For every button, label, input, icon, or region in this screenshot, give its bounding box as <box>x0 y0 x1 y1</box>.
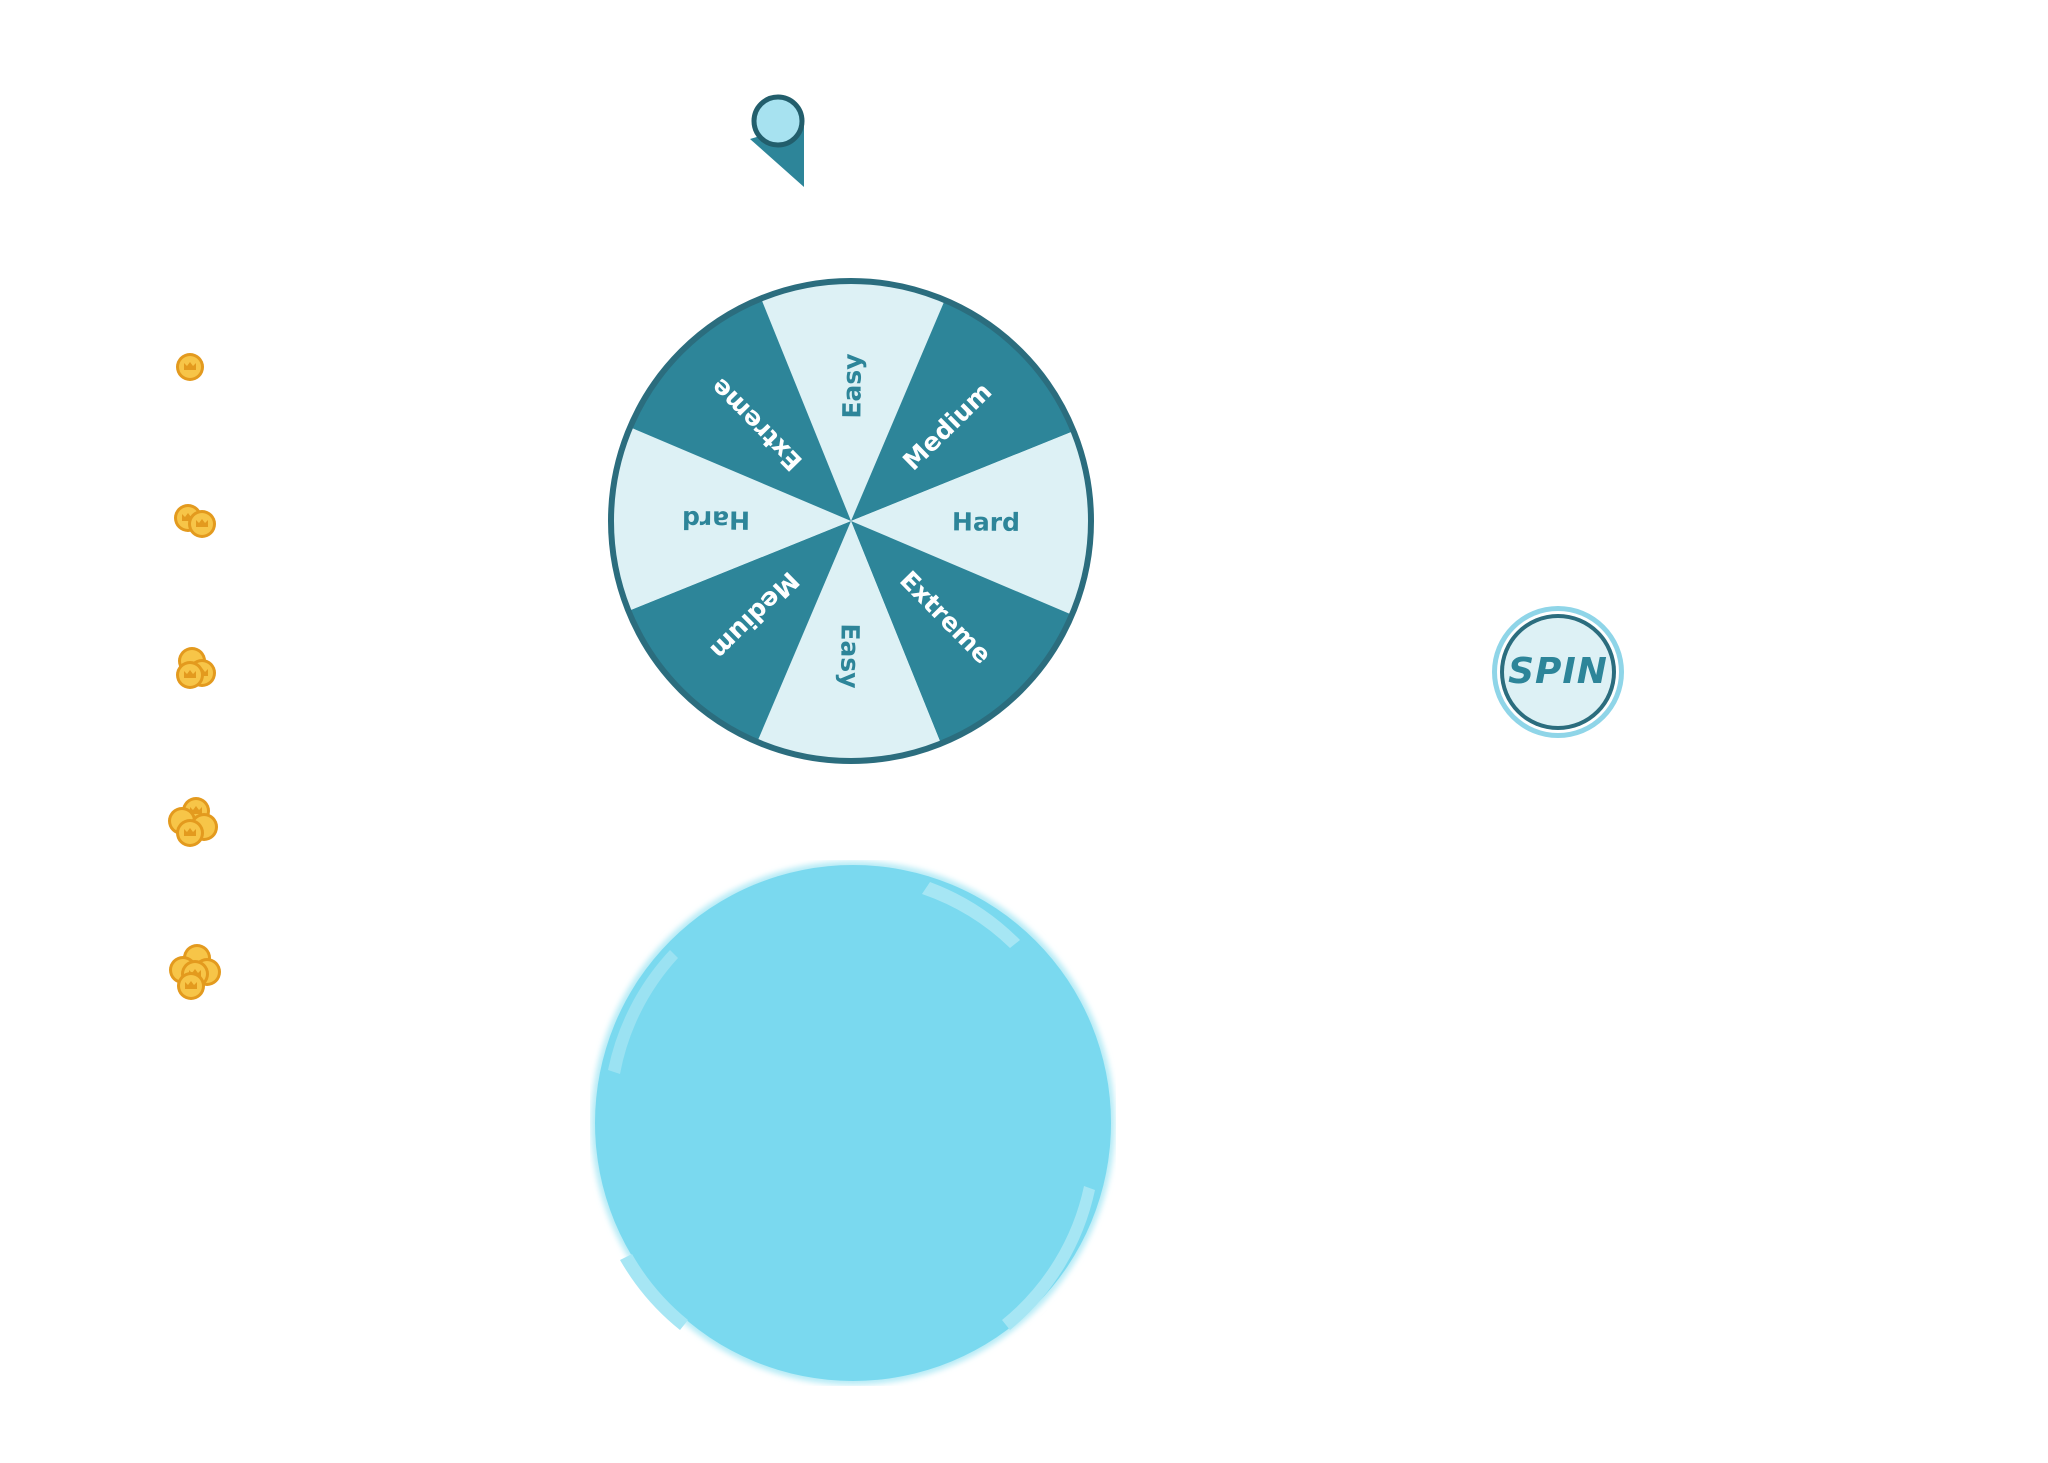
wheel-rim <box>608 278 1094 764</box>
wheel-segment <box>761 281 945 521</box>
coin-stack-4[interactable] <box>162 795 228 857</box>
wheel-segment <box>851 431 1091 615</box>
wheel-pointer <box>744 93 814 193</box>
wheel-segment-label: Hard <box>952 507 1020 537</box>
coin-icon <box>174 504 216 538</box>
coin-icon <box>168 797 218 847</box>
coin-stack-5[interactable] <box>163 944 229 1008</box>
wheel-segment-label: Easy <box>835 623 865 688</box>
spin-button[interactable]: SPIN <box>1490 604 1626 740</box>
wheel-segment-label: Easy <box>837 353 867 418</box>
spin-button-badge <box>1492 606 1624 738</box>
spin-button-label: SPIN <box>1508 651 1608 692</box>
coin-icon <box>169 944 221 1000</box>
bubble-graphic <box>591 861 1115 1385</box>
coin-stack-2[interactable] <box>168 496 228 548</box>
wheel-segment-label: Hard <box>682 505 750 535</box>
wheel-segment <box>630 298 851 521</box>
wheel-segment <box>851 300 1074 521</box>
coin-icon <box>176 353 204 381</box>
result-bubble <box>590 860 1116 1386</box>
pin-icon <box>750 94 805 187</box>
wheel-segment <box>757 521 941 761</box>
wheel-segments <box>611 281 1091 761</box>
coin-stack-3[interactable] <box>168 645 228 701</box>
wheel-segment <box>628 521 851 742</box>
wheel-segment <box>851 521 1072 744</box>
wheel-graphic: Easy MediumHardExtremeEasyMediumHardExtre… <box>608 278 1094 764</box>
coin-icon <box>176 647 216 689</box>
wheel-segment <box>611 427 851 611</box>
prize-wheel[interactable]: Easy Medium Hard Extreme Easy Medium Hard Extre… <box>606 276 1096 766</box>
coin-stack-1[interactable] <box>168 345 218 395</box>
